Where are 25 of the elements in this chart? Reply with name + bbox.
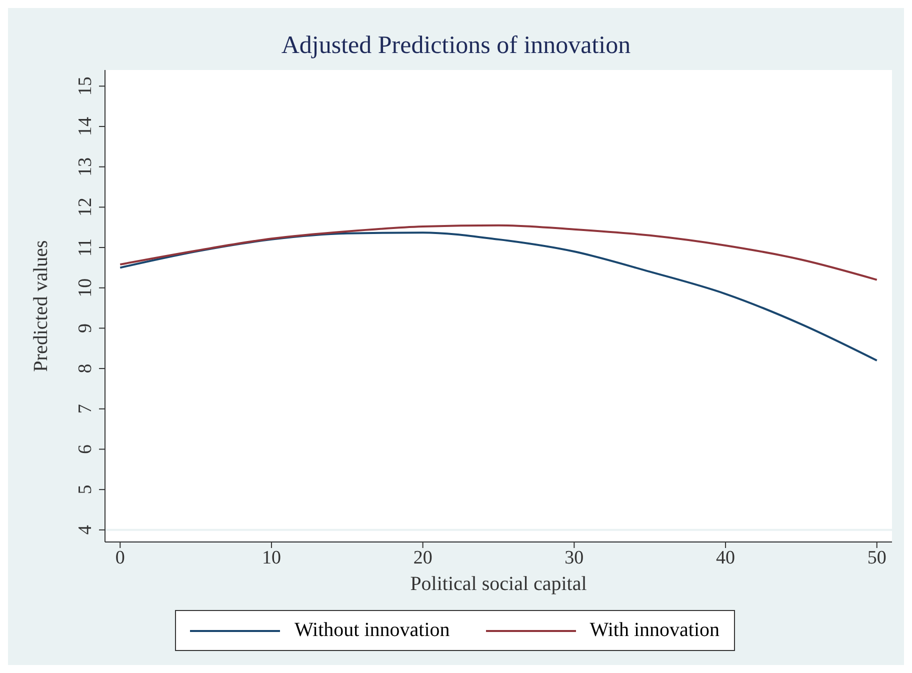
y-tick-label: 5 [75,484,96,494]
y-tick-label: 10 [75,278,96,298]
y-tick-label: 11 [75,238,96,257]
y-tick-label: 14 [75,116,96,136]
x-tick-label: 50 [867,547,886,568]
line-series [119,232,878,362]
y-tick-label: 15 [75,76,96,96]
y-axis-title: Predicted values [30,240,52,372]
y-tick-label: 7 [75,404,96,414]
x-tick-label: 30 [564,547,584,568]
x-tick-label: 40 [716,547,736,568]
y-tick-label: 4 [75,524,96,535]
x-tick-label: 0 [115,547,125,568]
y-tick-label: 9 [75,323,96,333]
x-tick-label: 20 [413,547,432,568]
legend-label: Without innovation [294,619,450,642]
y-tick-label: 6 [75,444,96,454]
y-tick-label: 12 [75,198,96,217]
x-axis-title: Political social capital [410,573,588,595]
x-tick-label: 10 [262,547,281,568]
y-tick-label: 8 [75,364,96,374]
y-tick-label: 13 [75,157,96,176]
chart-title: Adjusted Predictions of innovation [280,32,632,60]
legend-label: With innovation [590,619,720,642]
line-series [119,224,878,281]
